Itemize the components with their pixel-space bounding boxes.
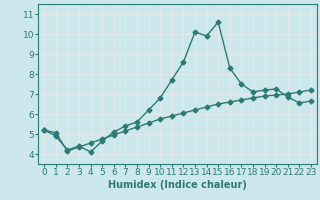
X-axis label: Humidex (Indice chaleur): Humidex (Indice chaleur) xyxy=(108,180,247,190)
